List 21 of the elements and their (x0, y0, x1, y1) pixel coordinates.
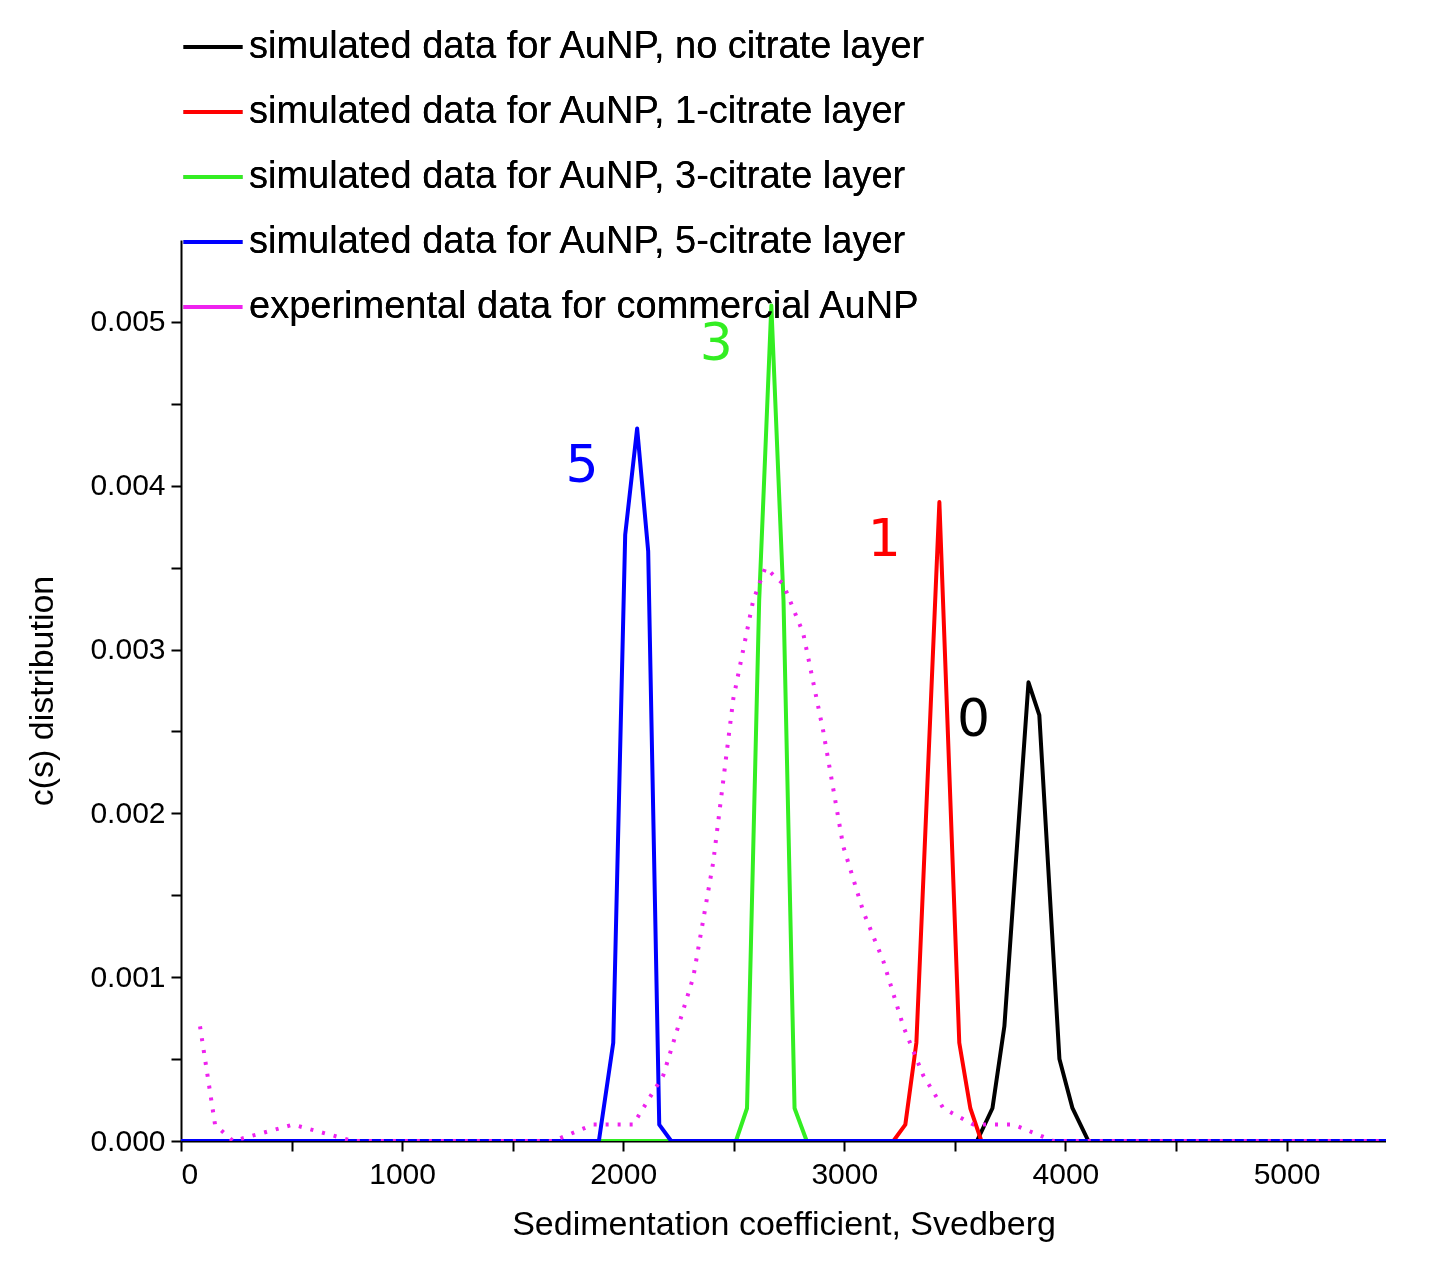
x-axis-title: Sedimentation coefficient, Svedberg (512, 1203, 1056, 1242)
x-tick-label: 1000 (369, 1156, 436, 1190)
x-tick-label: 5000 (1253, 1156, 1321, 1190)
x-tick-label: 2000 (590, 1156, 658, 1190)
annotation: 0 (956, 688, 991, 749)
legend-label: simulated data for AuNP, 1-citrate layer (249, 89, 906, 131)
legend-label: simulated data for AuNP, 5-citrate layer (249, 219, 906, 261)
x-tick-label: 0 (181, 1156, 199, 1190)
annotation: 5 (565, 434, 599, 495)
annotation: 1 (867, 508, 901, 569)
y-axis-title: c(s) distribution (22, 575, 61, 807)
x-tick-label: 4000 (1032, 1156, 1100, 1190)
y-tick-label: 0.001 (90, 959, 166, 993)
legend-label: simulated data for AuNP, 3-citrate layer (249, 154, 906, 196)
legend-label: simulated data for AuNP, no citrate layer (249, 24, 925, 66)
y-tick-label: 0.002 (90, 795, 166, 829)
y-tick-label: 0.005 (90, 304, 166, 338)
y-tick-label: 0.003 (90, 632, 166, 666)
y-tick-label: 0.004 (90, 468, 166, 502)
x-tick-label: 3000 (811, 1156, 879, 1190)
y-tick-label: 0.000 (90, 1123, 166, 1157)
